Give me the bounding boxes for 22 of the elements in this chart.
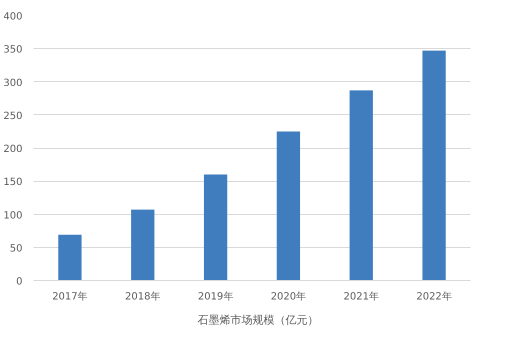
bar bbox=[276, 131, 300, 280]
y-tick-label: 250 bbox=[3, 110, 23, 122]
bar bbox=[350, 90, 373, 280]
y-tick-label: 0 bbox=[16, 276, 23, 288]
y-tick-label: 400 bbox=[3, 12, 23, 22]
y-tick-label: 100 bbox=[3, 210, 23, 222]
x-tick-label: 2017年 bbox=[52, 290, 88, 302]
x-tick-label: 2021年 bbox=[344, 290, 379, 302]
y-tick-label: 150 bbox=[3, 177, 23, 188]
y-tick-label: 300 bbox=[3, 78, 23, 89]
text: 石墨烯市场规模（亿元） bbox=[198, 312, 318, 328]
y-tick-label: 350 bbox=[3, 44, 23, 56]
bar bbox=[422, 50, 446, 280]
bar bbox=[58, 234, 82, 280]
x-tick-label: 2018年 bbox=[125, 290, 160, 302]
x-tick-label: 2019年 bbox=[198, 290, 234, 302]
x-tick-label: 2022年 bbox=[416, 290, 452, 302]
x-tick-label: 2020年 bbox=[270, 290, 306, 302]
bar bbox=[131, 210, 154, 280]
y-tick-label: 50 bbox=[10, 243, 23, 254]
bar bbox=[204, 174, 228, 280]
y-tick-label: 200 bbox=[3, 144, 23, 155]
